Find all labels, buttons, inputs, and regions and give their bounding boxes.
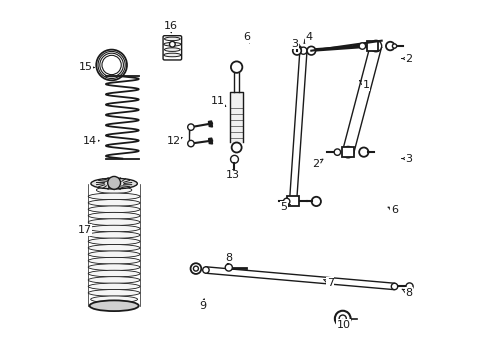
Circle shape (203, 267, 209, 273)
Polygon shape (205, 267, 394, 290)
Bar (341, 147, 353, 157)
Circle shape (231, 143, 241, 153)
Text: 14: 14 (83, 136, 99, 146)
Circle shape (230, 62, 242, 73)
Text: 3: 3 (290, 39, 301, 49)
Circle shape (187, 140, 194, 147)
Circle shape (169, 41, 175, 47)
Ellipse shape (88, 257, 140, 264)
Text: 9: 9 (199, 299, 205, 311)
Text: 6: 6 (242, 32, 249, 43)
Ellipse shape (88, 244, 140, 251)
Text: 12: 12 (166, 136, 182, 146)
Circle shape (369, 40, 381, 52)
Text: 3: 3 (401, 154, 411, 163)
Circle shape (358, 148, 367, 157)
Ellipse shape (88, 251, 140, 258)
Bar (286, 197, 299, 206)
Ellipse shape (88, 219, 140, 225)
Ellipse shape (102, 180, 125, 187)
Circle shape (342, 147, 353, 158)
Ellipse shape (88, 206, 140, 213)
Ellipse shape (90, 296, 137, 303)
Circle shape (283, 198, 289, 204)
Text: 6: 6 (387, 205, 397, 215)
Ellipse shape (88, 238, 140, 245)
Circle shape (190, 263, 201, 274)
Ellipse shape (88, 193, 140, 200)
Circle shape (333, 149, 340, 156)
Circle shape (230, 156, 238, 163)
Polygon shape (208, 138, 212, 144)
Bar (366, 41, 377, 51)
Text: 17: 17 (77, 225, 91, 235)
Ellipse shape (88, 231, 140, 238)
Polygon shape (234, 73, 238, 93)
Text: 7: 7 (323, 278, 333, 288)
Circle shape (391, 44, 396, 48)
Circle shape (339, 315, 346, 322)
Circle shape (405, 283, 412, 290)
Ellipse shape (164, 37, 180, 41)
Ellipse shape (89, 300, 139, 311)
Text: 5: 5 (280, 202, 290, 212)
Text: 8: 8 (401, 288, 411, 297)
Text: 2: 2 (401, 54, 411, 64)
Ellipse shape (96, 186, 132, 193)
Text: 11: 11 (210, 96, 225, 107)
Circle shape (225, 264, 232, 271)
Text: 15: 15 (79, 63, 94, 72)
Ellipse shape (88, 283, 140, 290)
Circle shape (385, 42, 394, 50)
Text: 13: 13 (225, 170, 240, 180)
Text: 4: 4 (304, 32, 312, 44)
Text: 10: 10 (336, 319, 350, 330)
Circle shape (187, 124, 194, 130)
Text: 16: 16 (164, 21, 178, 32)
Ellipse shape (163, 42, 181, 46)
Polygon shape (289, 50, 306, 202)
Ellipse shape (93, 302, 135, 309)
Ellipse shape (88, 212, 140, 219)
Ellipse shape (88, 277, 140, 283)
Ellipse shape (91, 178, 137, 189)
Circle shape (193, 266, 198, 271)
Circle shape (107, 176, 121, 189)
Circle shape (390, 283, 397, 290)
Text: 2: 2 (312, 159, 322, 169)
Text: 8: 8 (224, 252, 231, 265)
Circle shape (292, 46, 301, 55)
Ellipse shape (88, 270, 140, 277)
Ellipse shape (163, 53, 181, 57)
Circle shape (358, 43, 365, 49)
Polygon shape (230, 93, 243, 143)
Polygon shape (342, 45, 381, 154)
Circle shape (289, 198, 296, 205)
Ellipse shape (88, 264, 140, 270)
Polygon shape (208, 121, 212, 127)
Ellipse shape (88, 289, 140, 296)
Ellipse shape (164, 48, 180, 51)
Circle shape (306, 46, 315, 55)
Ellipse shape (88, 199, 140, 206)
Ellipse shape (88, 225, 140, 232)
Circle shape (334, 311, 350, 327)
Circle shape (299, 47, 306, 54)
Circle shape (311, 197, 320, 206)
Text: 1: 1 (359, 80, 369, 90)
